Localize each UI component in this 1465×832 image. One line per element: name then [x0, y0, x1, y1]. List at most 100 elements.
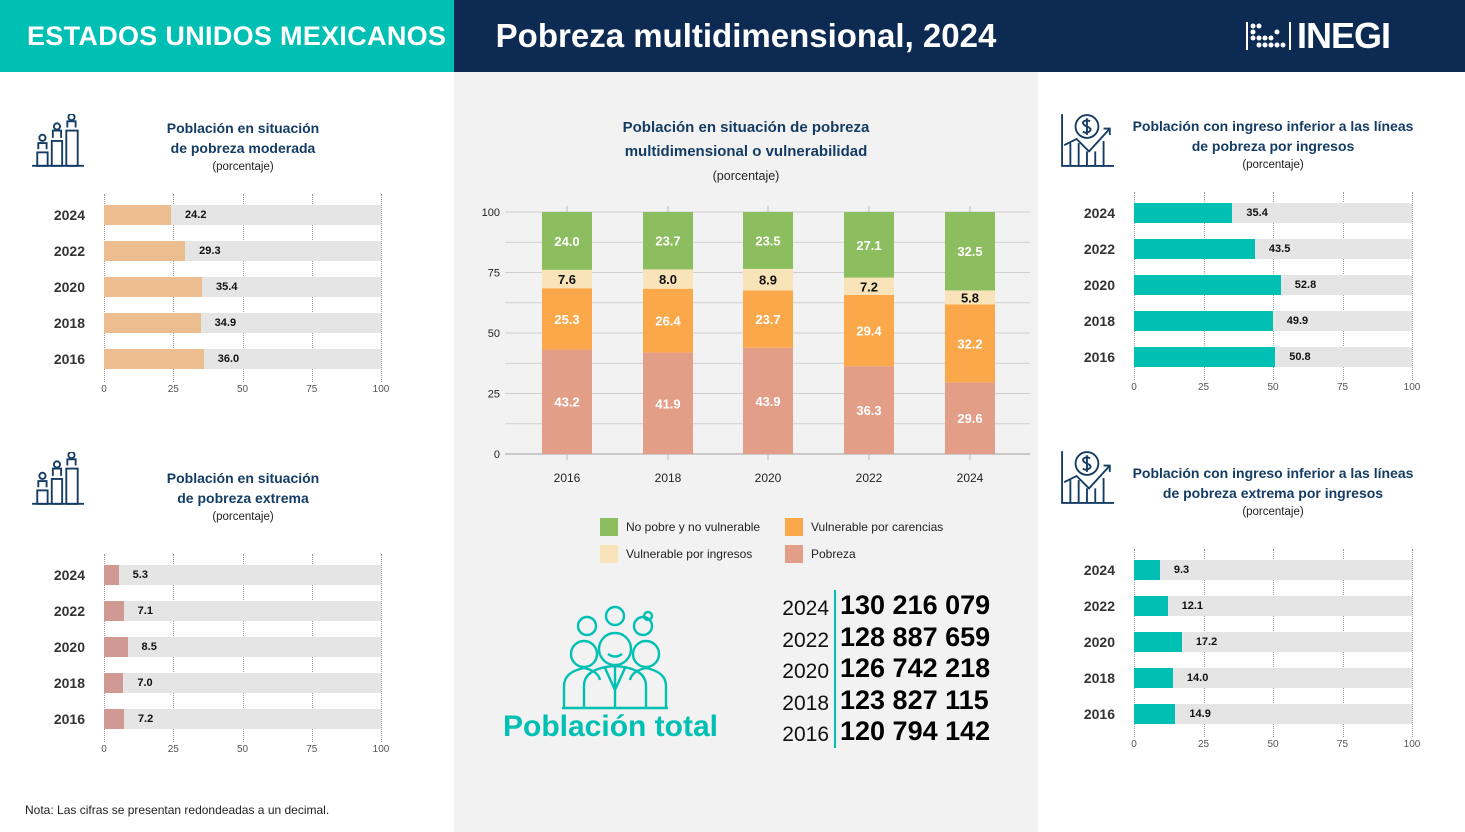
y-tick-label: 75 — [488, 268, 500, 280]
x-tick-label: 2024 — [957, 471, 984, 485]
x-tick-label: 2018 — [655, 471, 682, 485]
bar-track — [104, 565, 381, 585]
x-tick-label: 0 — [101, 744, 107, 755]
population-title: Población total — [503, 710, 719, 743]
bar-value-label: 24.2 — [185, 209, 207, 221]
segment-value-label: 24.0 — [554, 234, 579, 249]
x-tick-label: 2020 — [755, 471, 782, 485]
bar — [104, 637, 128, 657]
x-tick-label: 100 — [1403, 739, 1421, 750]
stacked-chart-title-1: Población en situación de pobreza — [622, 119, 870, 136]
year-label: 2024 — [1083, 562, 1115, 578]
header-bar — [454, 0, 1465, 72]
population-year: 2018 — [780, 684, 836, 716]
segment-value-label: 8.9 — [759, 273, 777, 288]
segment-value-label: 32.2 — [957, 336, 982, 351]
segment-value-label: 5.8 — [961, 290, 979, 305]
legend-swatch — [785, 518, 803, 536]
bar-segment — [844, 295, 894, 367]
bar-track — [1134, 668, 1412, 688]
bar — [1134, 347, 1276, 367]
chart-title-line: Población en situación — [166, 120, 320, 136]
x-tick-label: 50 — [1267, 739, 1279, 750]
grid-line — [1412, 192, 1413, 380]
bar — [104, 709, 124, 729]
bar-segment — [743, 212, 793, 269]
inegi-logo: INEGI — [1245, 15, 1391, 56]
population-year: 2020 — [780, 653, 836, 685]
bar — [1134, 311, 1273, 331]
x-tick-label: 2016 — [554, 471, 581, 485]
population-list: 2024 130 216 079 2022 128 887 659 2020 126 74… — [780, 590, 990, 748]
year-label: 2020 — [53, 279, 85, 295]
x-tick-label: 50 — [1267, 382, 1279, 393]
grid-line — [381, 194, 382, 382]
bar-value-label: 9.3 — [1173, 564, 1190, 576]
year-label: 2024 — [53, 567, 85, 583]
bar-value-label: 7.1 — [137, 605, 153, 617]
legend-label: Pobreza — [811, 547, 856, 561]
x-tick-label: 2022 — [856, 471, 883, 485]
segment-value-label: 36.3 — [856, 403, 881, 418]
chart-title-block: Población en situación de pobreza moderad… — [73, 118, 413, 176]
segment-value-label: 29.4 — [856, 324, 882, 339]
segment-value-label: 23.7 — [655, 234, 680, 249]
bar-track — [1134, 560, 1412, 580]
segment-value-label: 27.1 — [856, 238, 881, 253]
bar — [104, 349, 204, 369]
chart-title-block: Población en situación de pobreza extrema… — [73, 468, 413, 526]
year-label: 2022 — [53, 603, 85, 619]
population-year: 2022 — [780, 621, 836, 653]
x-tick-label: 25 — [1197, 382, 1210, 393]
x-tick-label: 50 — [236, 384, 249, 395]
y-tick-label: 25 — [488, 389, 500, 401]
year-label: 2020 — [53, 639, 85, 655]
legend-label: Vulnerable por carencias — [811, 520, 944, 534]
population-row: 2022 128 887 659 — [780, 621, 990, 653]
bar-value-label: 14.0 — [1186, 672, 1209, 684]
bar — [1134, 239, 1255, 259]
bar-value-label: 7.0 — [137, 677, 153, 689]
legend-item: No pobre y no vulnerable — [600, 518, 760, 536]
segment-value-label: 7.6 — [558, 272, 576, 287]
year-label: 2018 — [1083, 313, 1115, 329]
bar — [104, 565, 119, 585]
year-label: 2022 — [1083, 241, 1115, 257]
population-row: 2024 130 216 079 — [780, 590, 990, 622]
extreme-income-poverty-chart: Población con ingreso inferior a las lín… — [1038, 445, 1465, 755]
segment-value-label: 29.6 — [957, 411, 982, 426]
year-label: 2020 — [1083, 277, 1115, 293]
x-tick-label: 0 — [101, 384, 107, 395]
footnote: Nota: Las cifras se presentan redondeada… — [25, 803, 330, 817]
bar-value-label: 17.2 — [1195, 636, 1218, 648]
podium-people-icon — [32, 452, 84, 505]
bar — [104, 313, 201, 333]
bar — [1134, 668, 1173, 688]
legend-swatch — [600, 545, 618, 563]
bar — [1134, 632, 1182, 652]
extreme-poverty-chart: Población en situación de pobreza extrema… — [0, 450, 454, 760]
bar-value-label: 29.3 — [199, 245, 221, 257]
x-tick-label: 100 — [372, 744, 390, 755]
bar — [1134, 560, 1160, 580]
year-label: 2024 — [1083, 205, 1115, 221]
chart-title-line: Población con ingreso inferior a las lín… — [1132, 465, 1414, 481]
moderate-poverty-chart: Población en situación de pobreza moderad… — [0, 100, 454, 410]
stacked-chart-subtitle: (porcentaje) — [712, 169, 780, 183]
x-tick-label: 25 — [167, 384, 179, 395]
x-tick-label: 0 — [1131, 382, 1137, 393]
chart-title-line: de pobreza moderada — [170, 140, 316, 156]
bar — [104, 241, 186, 261]
x-tick-label: 75 — [1336, 382, 1349, 393]
bar-value-label: 52.8 — [1294, 279, 1317, 291]
y-tick-label: 0 — [494, 449, 500, 461]
chart-title-line: de pobreza por ingresos — [1191, 138, 1355, 154]
chart-subtitle: (porcentaje) — [1242, 506, 1304, 518]
bar-value-label: 8.5 — [141, 641, 157, 653]
bar-value-label: 5.3 — [132, 569, 148, 581]
segment-value-label: 32.5 — [957, 244, 982, 259]
bar-segment — [643, 269, 693, 289]
bar-value-label: 43.5 — [1268, 243, 1291, 255]
bar — [104, 673, 124, 693]
bar-track — [104, 709, 381, 729]
